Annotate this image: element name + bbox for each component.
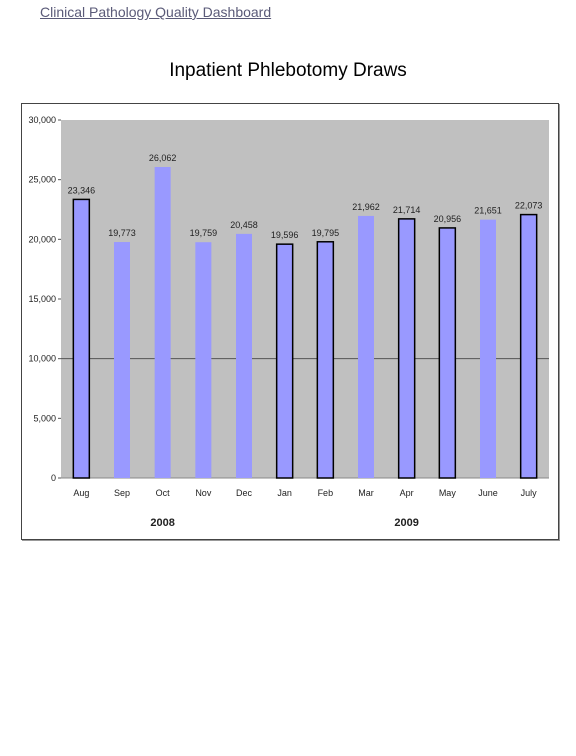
data-label-dec: 20,458 <box>230 220 258 230</box>
x-tick-sep: Sep <box>114 488 130 498</box>
data-label-may: 20,956 <box>434 214 462 224</box>
bar-may <box>438 227 457 479</box>
x-tick-nov: Nov <box>195 488 212 498</box>
dashboard-link[interactable]: Clinical Pathology Quality Dashboard <box>40 4 272 20</box>
bar-aug <box>72 198 91 479</box>
year-labels: 2008 2009 <box>150 517 418 529</box>
x-tick-feb: Feb <box>318 488 334 498</box>
chart-frame: 23,346 19,773 26,062 19,759 20,458 19,596 19,7… <box>21 103 559 540</box>
bar-mar <box>358 215 374 478</box>
y-tick-label: 25,000 <box>28 175 56 185</box>
data-label-apr: 21,714 <box>393 205 421 215</box>
y-tick-label: 30,000 <box>28 115 56 125</box>
data-label-july: 22,073 <box>515 201 543 211</box>
data-label-oct: 26,062 <box>149 153 177 163</box>
bar-apr <box>397 218 416 479</box>
year-label-2009: 2009 <box>394 517 418 529</box>
data-labels: 23,346 19,773 26,062 19,759 20,458 19,596 19,7… <box>68 153 543 240</box>
x-tick-july: July <box>521 488 538 498</box>
x-tick-dec: Dec <box>236 488 253 498</box>
y-tick-label: 0 <box>51 473 56 483</box>
x-axis-ticks: Aug Sep Oct Nov Dec Jan Feb Mar Apr May June July <box>73 488 537 498</box>
bar-feb <box>316 241 335 479</box>
x-tick-oct: Oct <box>156 488 171 498</box>
x-tick-mar: Mar <box>358 488 374 498</box>
x-tick-june: June <box>478 488 498 498</box>
year-label-2008: 2008 <box>150 517 174 529</box>
y-axis-ticks: 0 5,000 10,000 15,000 20,000 25,000 30,000 <box>28 115 61 483</box>
y-tick-label: 15,000 <box>28 294 56 304</box>
x-tick-may: May <box>439 488 457 498</box>
bar-sep <box>114 242 130 478</box>
data-label-aug: 23,346 <box>68 185 96 195</box>
bar-chart: 23,346 19,773 26,062 19,759 20,458 19,596 19,7… <box>28 115 549 529</box>
data-label-jan: 19,596 <box>271 230 299 240</box>
bar-jan <box>275 243 294 479</box>
data-label-mar: 21,962 <box>352 202 380 212</box>
data-label-sep: 19,773 <box>108 228 136 238</box>
data-label-feb: 19,795 <box>312 228 340 238</box>
bar-june <box>480 219 496 478</box>
bars <box>72 166 538 479</box>
bar-oct <box>154 166 171 478</box>
bar-dec <box>236 233 252 478</box>
y-tick-label: 10,000 <box>28 354 56 364</box>
y-tick-label: 20,000 <box>28 234 56 244</box>
x-tick-apr: Apr <box>400 488 414 498</box>
plot-area <box>61 120 549 478</box>
data-label-june: 21,651 <box>474 206 502 216</box>
x-tick-jan: Jan <box>277 488 292 498</box>
x-tick-aug: Aug <box>73 488 89 498</box>
bar-july <box>519 213 538 479</box>
y-tick-label: 5,000 <box>33 413 56 423</box>
reference-lines <box>61 358 549 479</box>
data-label-nov: 19,759 <box>190 228 218 238</box>
chart-title: Inpatient Phlebotomy Draws <box>169 60 407 81</box>
bar-nov <box>195 242 212 478</box>
